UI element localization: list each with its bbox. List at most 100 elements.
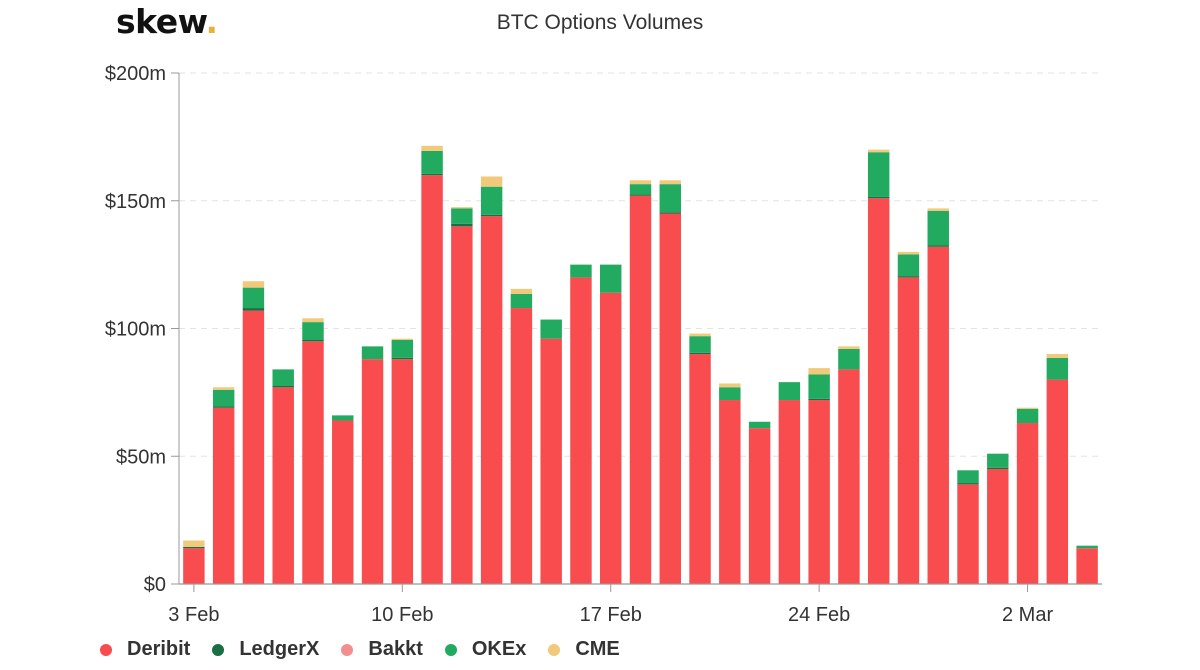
bar-deribit: [1076, 548, 1098, 584]
skew-logo: skew.: [116, 2, 218, 41]
bar-cme: [451, 207, 473, 209]
bar-okex: [212, 389, 235, 407]
bar-ledgerx: [302, 339, 324, 342]
bar-cme: [867, 149, 890, 153]
bar-okex: [361, 346, 384, 360]
legend-label: Deribit: [127, 638, 191, 660]
legend-dot-icon: [548, 643, 561, 656]
bar-okex: [838, 348, 860, 370]
bar-deribit: [778, 400, 801, 584]
x-tick-label: 2 Mar: [1002, 604, 1053, 626]
bar-ledgerx: [421, 173, 443, 176]
x-tick-label: 3 Feb: [168, 604, 219, 626]
bar-okex: [600, 264, 622, 293]
bar-okex: [570, 264, 592, 278]
legend-label: Bakkt: [368, 638, 423, 660]
bar-deribit: [1046, 379, 1069, 584]
bar-okex: [1016, 408, 1039, 424]
x-tick-label: 24 Feb: [788, 604, 850, 626]
bar-cme: [808, 368, 830, 375]
bar-cme: [242, 281, 265, 288]
bar-cme: [1046, 354, 1069, 358]
bar-ledgerx: [957, 483, 979, 485]
bar-okex: [480, 186, 503, 215]
legend-item-bakkt[interactable]: Bakkt: [341, 638, 423, 661]
legend-label: CME: [575, 638, 620, 660]
bar-cme: [629, 180, 652, 185]
bar-cme: [838, 346, 860, 349]
bar-deribit: [1016, 423, 1039, 584]
bar-deribit: [659, 213, 681, 584]
bar-okex: [540, 319, 562, 339]
legend-dot-icon: [341, 643, 354, 656]
bar-ledgerx: [272, 385, 294, 388]
bar-okex: [808, 374, 830, 399]
x-tick-label: 10 Feb: [371, 604, 433, 626]
bar-ledgerx: [480, 214, 503, 217]
bar-deribit: [212, 407, 235, 584]
bar-cme: [659, 180, 681, 185]
bar-ledgerx: [897, 276, 920, 278]
bar-deribit: [302, 341, 324, 584]
bar-cme: [897, 251, 920, 255]
y-tick-label: $50m: [116, 446, 166, 468]
bar-ledgerx: [451, 223, 473, 227]
bar-okex: [719, 387, 741, 401]
bar-deribit: [600, 292, 622, 584]
bar-cme: [1016, 407, 1039, 409]
y-tick-label: $0: [144, 574, 166, 596]
bar-deribit: [719, 400, 741, 584]
bar-deribit: [897, 277, 920, 584]
bar-deribit: [867, 198, 890, 584]
bar-ledgerx: [927, 245, 949, 247]
bar-okex: [957, 470, 979, 484]
bar-okex: [272, 369, 294, 386]
bar-okex: [1046, 357, 1069, 380]
bar-deribit: [391, 359, 414, 584]
bar-deribit: [927, 246, 949, 585]
y-tick-label: $100m: [105, 319, 166, 341]
legend-item-okex[interactable]: OKEx: [444, 638, 526, 661]
bar-okex: [689, 336, 711, 353]
legend-item-ledgerx[interactable]: LedgerX: [212, 638, 319, 661]
bar-cme: [719, 383, 741, 388]
legend-item-deribit[interactable]: Deribit: [100, 638, 190, 661]
bar-deribit: [451, 226, 473, 585]
bar-okex: [927, 210, 949, 246]
bar-okex: [332, 415, 354, 421]
legend-item-cme[interactable]: CME: [548, 638, 620, 661]
bar-deribit: [748, 428, 771, 584]
bar-deribit: [838, 369, 860, 584]
bar-deribit: [272, 387, 294, 584]
chart-title: BTC Options Volumes: [496, 11, 704, 34]
bar-cme: [421, 145, 443, 151]
bar-okex: [421, 150, 443, 174]
bar-ledgerx: [808, 398, 830, 401]
legend-dot-icon: [100, 643, 112, 656]
bar-deribit: [689, 354, 711, 584]
bar-cme: [391, 338, 414, 340]
bar-ledgerx: [867, 196, 890, 199]
bar-okex: [778, 382, 801, 401]
bar-deribit: [332, 420, 354, 584]
bar-deribit: [808, 400, 830, 584]
bar-okex: [897, 254, 920, 277]
bar-cme: [480, 176, 503, 187]
bar-ledgerx: [629, 194, 652, 196]
bar-okex: [629, 184, 652, 195]
bar-cme: [302, 318, 324, 323]
bar-okex: [510, 294, 533, 309]
bar-deribit: [570, 277, 592, 584]
bar-deribit: [361, 359, 384, 584]
bar-cme: [183, 540, 205, 547]
bar-okex: [242, 287, 265, 309]
stacked-bar-chart: $0 $50m $100m $150m $200m 3 Feb 10 Feb 17 Feb 24…: [105, 63, 1102, 626]
y-tick-label: $150m: [105, 191, 166, 213]
bar-deribit: [540, 338, 562, 584]
bar-deribit: [480, 216, 503, 584]
bar-ledgerx: [987, 467, 1009, 470]
bar-okex: [987, 453, 1009, 468]
bar-deribit: [957, 484, 979, 584]
legend-dot-icon: [444, 643, 457, 656]
bar-deribit: [242, 310, 265, 584]
